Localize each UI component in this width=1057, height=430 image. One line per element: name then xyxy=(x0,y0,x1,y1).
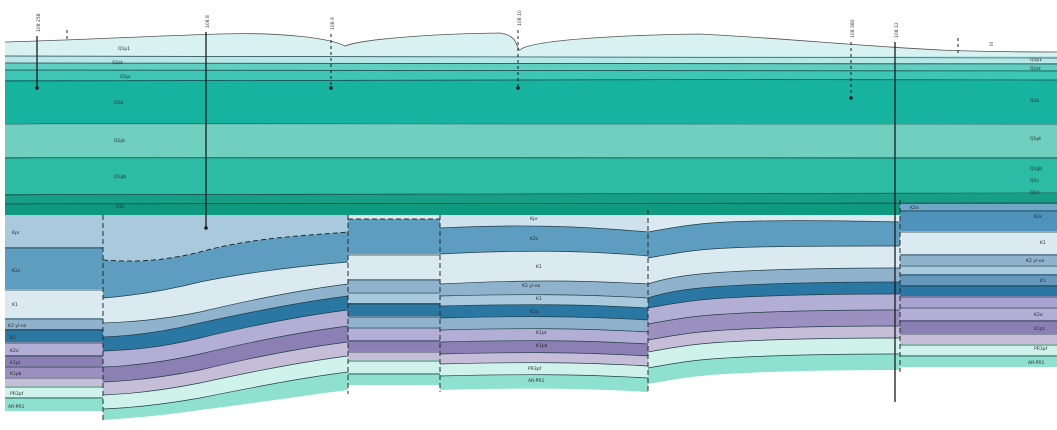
layer-label: K1 xyxy=(536,296,542,302)
layer-label: AR-PR1 xyxy=(528,378,544,384)
layer-label: K1 xyxy=(1040,240,1046,246)
top-labels: 108 258 108 8 108 9 108 10 108 380 108 1… xyxy=(36,10,995,46)
layer-label: K2o xyxy=(1034,312,1043,318)
upper-sequence xyxy=(4,32,1057,215)
layer-label: K1pb xyxy=(536,343,548,349)
layer-label: Q1b xyxy=(114,100,123,106)
lower-block-3 xyxy=(348,215,440,385)
layer-label: K2o xyxy=(530,309,539,315)
layer-label: K2 yl-oo xyxy=(1026,258,1045,264)
boreholes xyxy=(35,30,959,402)
top-label: 108 380 xyxy=(850,19,856,38)
layer-label: K1pt xyxy=(1034,326,1045,332)
layer-label: Q1b xyxy=(1030,98,1039,104)
layer-label: K2a xyxy=(910,205,919,211)
layer-q1pt xyxy=(5,123,1057,158)
layer-label: Q1pt xyxy=(114,138,125,144)
lower-block-6 xyxy=(900,204,1057,367)
lower-labels-middle: Kpr K2s K1 K2 yl-oo K1 K2o K1pt K1pb PR3… xyxy=(522,216,548,384)
lower-block-2 xyxy=(102,215,349,420)
layer-label: Kpr xyxy=(530,216,538,222)
layer-label: K1 xyxy=(536,264,542,270)
layer-label: Q1kt xyxy=(1030,66,1041,72)
layer-label: K2s xyxy=(12,268,21,274)
lower-labels-right: K2a K2s K1 K2 yl-oo K1 K2o K1pt PR3pf AR… xyxy=(910,205,1048,366)
top-label: 108 10 xyxy=(517,10,523,26)
lower-labels-left: Kpr K2s K1 K2 yl-oo K1 K2o K1pt K1pb PR3… xyxy=(8,230,27,410)
lower-block-1 xyxy=(5,215,103,411)
layer-label: Q1gb xyxy=(1030,166,1042,172)
layer-label: Q1d xyxy=(1030,190,1039,196)
lower-block-4 xyxy=(439,215,649,392)
layer-label: Q1pr xyxy=(120,74,131,80)
layer-label: Kpr xyxy=(12,230,20,236)
layer-label: K2s xyxy=(530,236,539,242)
layer-label: K2 yl-oo xyxy=(8,323,27,329)
layer-q1pr xyxy=(5,70,1057,81)
layer-label: K1pt xyxy=(10,360,21,366)
layer-label: Q1c xyxy=(1030,178,1039,184)
faults xyxy=(102,200,901,420)
layer-q1gb xyxy=(5,157,1057,195)
top-label: III xyxy=(989,42,995,46)
layer-label: K2o xyxy=(10,348,19,354)
layer-label: K1pt xyxy=(536,330,547,336)
layer-label: PR3pf xyxy=(528,366,542,372)
layer-label: K1 xyxy=(1040,278,1046,284)
upper-labels: Q1p1 Q1kt Q1pr Q1b Q1pt Q1gb Q1c Q1p1 Q1… xyxy=(112,46,1042,210)
top-label: 108 8 xyxy=(205,15,211,28)
layer-label: Q1p1 xyxy=(118,46,130,52)
layer-q1b xyxy=(5,80,1057,124)
layer-q1d xyxy=(5,203,1057,215)
layer-label: Q1kt xyxy=(112,60,123,66)
layer-q1p1 xyxy=(5,56,1057,64)
top-label: 108 12 xyxy=(894,22,900,38)
layer-q1kt xyxy=(5,63,1057,71)
lower-block-5 xyxy=(647,215,901,384)
layer-label: Q1c xyxy=(116,204,125,210)
layer-label: Q1pt xyxy=(1030,136,1041,142)
layer-label: PR3pf xyxy=(10,391,24,397)
layer-label: Q1p1 xyxy=(1030,57,1042,63)
layer-label: K1 xyxy=(10,335,16,341)
layer-label: K1 xyxy=(12,302,18,308)
top-label: 108 258 xyxy=(36,13,42,32)
layer-label: AR-PR1 xyxy=(8,404,24,410)
layer-label: AR-PR1 xyxy=(1028,360,1044,366)
layer-label: PR3pf xyxy=(1034,346,1048,352)
top-label: 108 9 xyxy=(330,17,336,30)
layer-label: K1pb xyxy=(10,371,22,377)
layer-label: K2 yl-oo xyxy=(522,283,541,289)
layer-label: Q1gb xyxy=(114,174,126,180)
layer-q1c xyxy=(5,194,1057,204)
layer-label: K2s xyxy=(1034,214,1043,220)
